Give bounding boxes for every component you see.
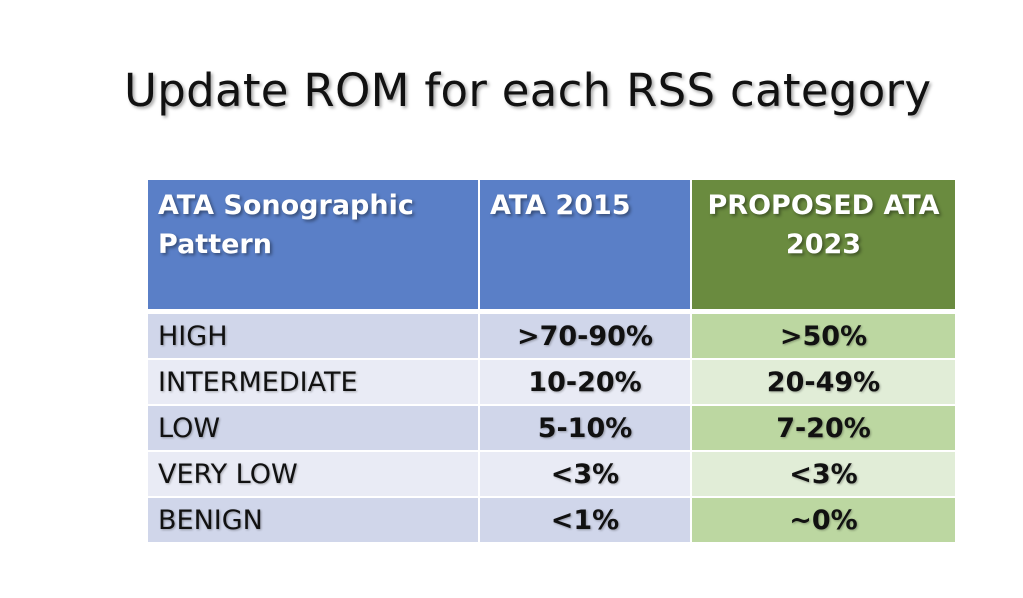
ata-2015-cell: 10-20% <box>478 358 692 406</box>
table-row: VERY LOW <3% <3% <box>146 450 957 498</box>
pattern-cell: BENIGN <box>146 496 480 544</box>
ata-2015-cell: <3% <box>478 450 692 498</box>
ata-2015-cell: <1% <box>478 496 692 544</box>
pattern-cell: INTERMEDIATE <box>146 358 480 406</box>
header-proposed-ata-2023: PROPOSED ATA 2023 <box>690 178 957 313</box>
ata-2023-cell: >50% <box>690 309 957 360</box>
ata-2023-cell: 7-20% <box>690 404 957 452</box>
rom-table: ATA Sonographic Pattern ATA 2015 PROPOSE… <box>146 178 957 544</box>
ata-2015-cell: 5-10% <box>478 404 692 452</box>
table-header-row: ATA Sonographic Pattern ATA 2015 PROPOSE… <box>146 178 957 313</box>
ata-2023-cell: ~0% <box>690 496 957 544</box>
ata-2023-cell: 20-49% <box>690 358 957 406</box>
header-pattern: ATA Sonographic Pattern <box>146 178 480 313</box>
pattern-cell: LOW <box>146 404 480 452</box>
ata-2023-cell: <3% <box>690 450 957 498</box>
table-row: INTERMEDIATE 10-20% 20-49% <box>146 358 957 406</box>
table-row: LOW 5-10% 7-20% <box>146 404 957 452</box>
table-row: HIGH >70-90% >50% <box>146 309 957 360</box>
pattern-cell: HIGH <box>146 309 480 360</box>
slide-title: Update ROM for each RSS category <box>124 64 932 117</box>
pattern-cell: VERY LOW <box>146 450 480 498</box>
table-row: BENIGN <1% ~0% <box>146 496 957 544</box>
ata-2015-cell: >70-90% <box>478 309 692 360</box>
header-ata-2015: ATA 2015 <box>478 178 692 313</box>
